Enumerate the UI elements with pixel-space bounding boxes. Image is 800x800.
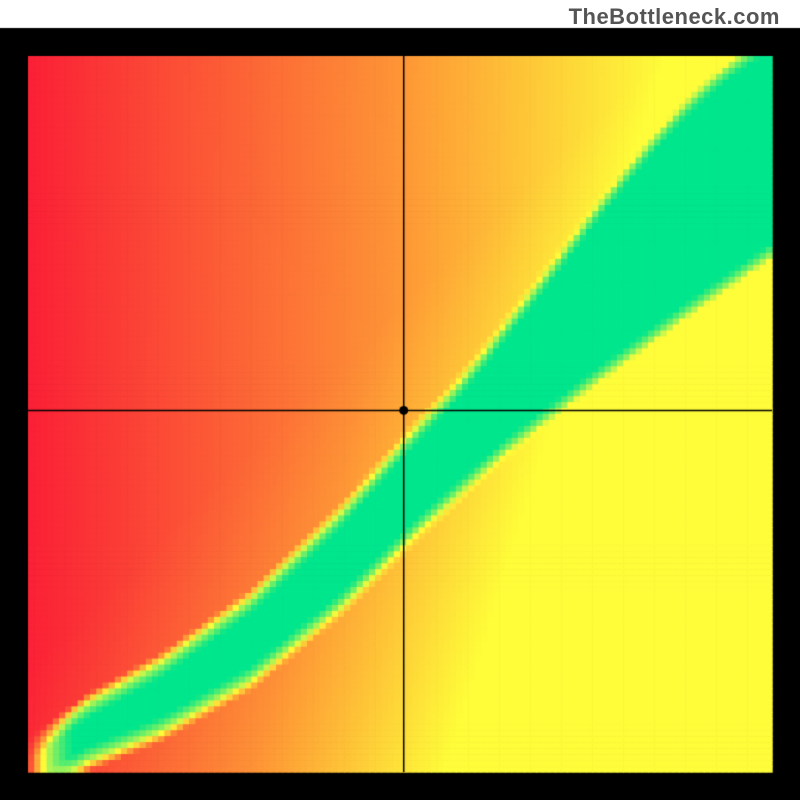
bottleneck-heatmap xyxy=(0,0,800,800)
chart-container: { "watermark": { "text": "TheBottleneck.… xyxy=(0,0,800,800)
watermark-text: TheBottleneck.com xyxy=(569,4,780,30)
